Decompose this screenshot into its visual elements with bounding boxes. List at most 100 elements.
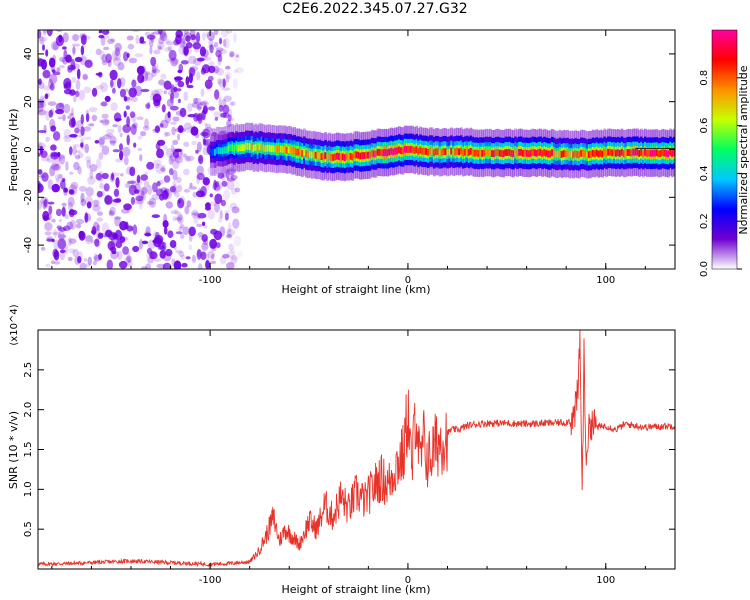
- signal-cell: [285, 146, 289, 154]
- noise-blob: [49, 83, 55, 91]
- noise-blob: [103, 183, 110, 192]
- signal-cell: [616, 149, 620, 157]
- noise-blob: [226, 228, 232, 238]
- noise-blob: [231, 206, 240, 214]
- noise-blob: [195, 149, 199, 154]
- noise-blob: [232, 218, 240, 229]
- signal-cell: [570, 150, 573, 158]
- noise-blob: [107, 240, 116, 251]
- noise-blob: [124, 221, 129, 230]
- signal-cell: [580, 149, 583, 157]
- signal-cell: [363, 152, 366, 159]
- noise-blob: [83, 136, 92, 140]
- signal-cell: [632, 148, 635, 156]
- noise-blob: [174, 208, 178, 216]
- noise-blob: [218, 37, 223, 45]
- noise-blob: [209, 238, 218, 249]
- noise-blob: [125, 88, 129, 92]
- noise-blob: [38, 169, 43, 175]
- signal-cell: [260, 143, 264, 151]
- noise-blob: [132, 245, 140, 253]
- noise-blob: [169, 186, 176, 193]
- noise-blob: [38, 152, 41, 157]
- signal-cell: [572, 151, 575, 159]
- y-tick-label: 40: [23, 48, 34, 61]
- noise-blob: [204, 122, 208, 126]
- colorbar-ticks: 0.0 0.2 0.4 0.6 0.8: [699, 70, 742, 277]
- noise-blob: [165, 39, 171, 43]
- noise-blob: [96, 190, 103, 198]
- signal-cell: [419, 146, 422, 154]
- noise-blob: [155, 163, 164, 174]
- signal-cell: [585, 151, 589, 159]
- noise-blob: [218, 104, 224, 112]
- colorbar-tick-label: 0.0: [699, 261, 710, 277]
- spectrogram-plot-area: [38, 30, 675, 269]
- signal-cell: [434, 148, 438, 156]
- noise-blob: [125, 105, 130, 110]
- signal-cell: [392, 148, 395, 156]
- noise-blob: [149, 46, 153, 55]
- signal-cell: [386, 149, 389, 157]
- noise-blob: [111, 50, 119, 62]
- noise-blob: [58, 219, 63, 223]
- signal-cell: [446, 149, 449, 157]
- signal-cell: [582, 150, 585, 157]
- noise-blob: [128, 87, 137, 98]
- noise-blob: [185, 35, 191, 42]
- signal-cell: [642, 150, 645, 158]
- noise-blob: [151, 69, 157, 78]
- signal-cell: [305, 150, 308, 158]
- noise-blob: [230, 248, 236, 254]
- noise-blob: [190, 34, 197, 41]
- noise-blob: [105, 132, 114, 137]
- signal-cell: [578, 151, 581, 159]
- noise-blob: [57, 174, 64, 179]
- signal-cell: [574, 150, 577, 158]
- noise-blob: [97, 232, 104, 239]
- noise-blob: [183, 30, 189, 35]
- noise-blob: [59, 65, 65, 69]
- signal-cell: [669, 148, 672, 156]
- noise-blob: [53, 152, 60, 157]
- noise-blob: [170, 84, 175, 94]
- signal-cell: [270, 145, 273, 153]
- noise-blob: [135, 34, 140, 45]
- noise-blob: [130, 124, 137, 135]
- signal-cell: [241, 144, 244, 152]
- noise-blob: [196, 223, 203, 227]
- signal-cell: [655, 149, 659, 157]
- noise-blob: [55, 102, 65, 112]
- noise-blob: [232, 182, 241, 188]
- noise-blob: [58, 155, 66, 165]
- noise-blob: [97, 171, 105, 183]
- signal-cell: [492, 150, 496, 158]
- noise-blob: [164, 132, 171, 137]
- signal-cell: [341, 153, 345, 161]
- noise-blob: [103, 234, 107, 239]
- signal-cell: [640, 148, 643, 156]
- noise-blob: [57, 154, 66, 160]
- noise-blob: [51, 183, 60, 193]
- noise-blob: [72, 248, 79, 257]
- signal-cell: [516, 149, 519, 157]
- noise-blob: [125, 182, 131, 188]
- noise-blob: [40, 101, 47, 108]
- signal-cell: [545, 149, 548, 157]
- noise-blob: [63, 187, 68, 193]
- noise-blob: [147, 256, 154, 264]
- noise-blob: [110, 102, 118, 111]
- noise-blob: [202, 146, 211, 156]
- noise-blob: [183, 91, 189, 101]
- noise-blob: [217, 216, 223, 223]
- noise-blob: [45, 263, 51, 268]
- noise-blob: [38, 183, 44, 193]
- noise-blob: [166, 98, 174, 108]
- noise-blob: [196, 165, 204, 175]
- noise-blob: [222, 253, 230, 259]
- noise-blob: [200, 251, 207, 260]
- noise-blob: [219, 255, 227, 265]
- noise-blob: [230, 101, 237, 106]
- noise-blob: [235, 67, 244, 74]
- noise-blob: [79, 262, 87, 269]
